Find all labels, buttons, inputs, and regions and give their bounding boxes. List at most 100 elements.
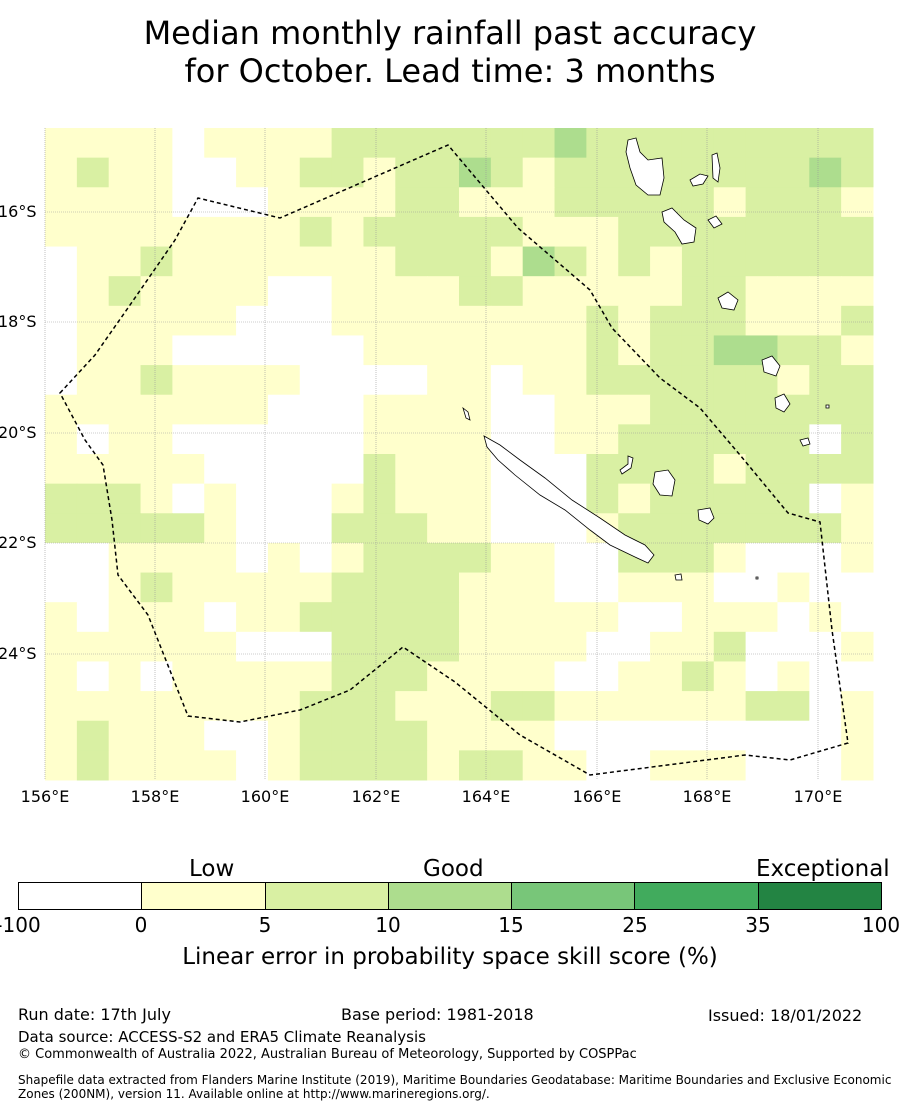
shapefile-credit-line-2: Zones (200NM), version 11. Available onl… xyxy=(18,1087,490,1101)
grid-cell xyxy=(331,276,364,307)
eez-boundary xyxy=(59,144,849,776)
grid-cell xyxy=(172,454,205,485)
grid-cell xyxy=(299,661,333,692)
grid-cell xyxy=(459,483,492,514)
grid-cell xyxy=(586,216,619,248)
grid-cell xyxy=(108,365,142,396)
grid-cell xyxy=(204,572,237,603)
grid-cell xyxy=(713,454,747,485)
grid-cell xyxy=(745,513,778,544)
grid-cell xyxy=(618,424,651,455)
grid-cell xyxy=(427,187,460,218)
grid-cell xyxy=(140,631,173,662)
grid-cell xyxy=(745,691,778,722)
grid-cell xyxy=(267,483,301,514)
grid-cell xyxy=(236,572,269,603)
grid-cell xyxy=(586,720,619,751)
grid-cell xyxy=(331,424,364,455)
grid-cell xyxy=(459,454,492,485)
colorbar-segment xyxy=(388,883,513,909)
grid-cell xyxy=(299,276,333,307)
grid-cell xyxy=(395,750,428,781)
grid-cell xyxy=(299,483,333,514)
grid-cell xyxy=(681,424,715,455)
grid-cell xyxy=(618,365,651,396)
grid-cell xyxy=(650,513,683,544)
grid-cell xyxy=(586,483,619,514)
grid-cell xyxy=(586,335,619,366)
grid-cell xyxy=(522,157,556,188)
grid-cell xyxy=(108,187,142,218)
grid-cell xyxy=(522,187,556,218)
grid-cell xyxy=(140,424,173,455)
lon-label-162e: 162°E xyxy=(351,787,401,806)
grid-cell xyxy=(363,365,396,396)
grid-cell xyxy=(363,187,396,218)
grid-cell xyxy=(459,157,492,188)
grid-cell xyxy=(45,246,78,277)
grid-cell xyxy=(395,661,428,692)
grid-cell xyxy=(236,246,269,277)
colorbar-segment xyxy=(758,883,881,909)
grid-cell xyxy=(267,365,301,396)
grid-cell xyxy=(490,216,524,248)
grid-cell xyxy=(554,216,587,248)
grid-cell xyxy=(586,454,619,485)
rainfall-accuracy-map xyxy=(44,128,874,781)
grid-cell xyxy=(681,750,715,781)
grid-cell xyxy=(681,128,715,159)
grid-cell xyxy=(522,365,556,396)
grid-cell xyxy=(140,128,173,159)
grid-cell xyxy=(108,276,142,307)
grid-cell xyxy=(809,335,842,366)
grid-cell xyxy=(777,305,810,336)
grid-cell xyxy=(45,394,78,425)
grid-cell xyxy=(522,602,556,633)
grid-cell xyxy=(267,335,301,366)
grid-cell xyxy=(490,276,524,307)
grid-cell xyxy=(490,750,524,781)
grid-cell xyxy=(777,661,810,692)
grid-cell xyxy=(395,572,428,603)
grid-cell xyxy=(108,305,142,336)
hunter-island xyxy=(755,576,759,580)
grid-cell xyxy=(427,365,460,396)
grid-cell xyxy=(713,602,747,633)
grid-cell xyxy=(236,513,269,544)
grid-cell xyxy=(490,365,524,396)
grid-cell xyxy=(204,424,237,455)
grid-cell xyxy=(204,305,237,336)
grid-cell xyxy=(809,720,842,751)
grid-cell xyxy=(76,128,110,159)
grid-cell xyxy=(554,631,587,662)
grid-cell xyxy=(745,483,778,514)
grid-cell xyxy=(204,750,237,781)
grid-cell xyxy=(363,542,396,574)
grid-cell xyxy=(427,305,460,336)
grid-cell xyxy=(236,276,269,307)
grid-cell xyxy=(299,335,333,366)
grid-cell xyxy=(76,187,110,218)
base-period: Base period: 1981-2018 xyxy=(341,1005,534,1024)
efate-island xyxy=(717,291,739,311)
grid-cell xyxy=(681,305,715,336)
grid-cell xyxy=(777,631,810,662)
grid-cell xyxy=(554,602,587,633)
grid-cell xyxy=(363,157,396,188)
grid-cell xyxy=(809,750,842,781)
grid-cell xyxy=(140,513,173,544)
grid-cell xyxy=(299,602,333,633)
grid-cell xyxy=(841,661,874,692)
grid-cell xyxy=(459,246,492,277)
grid-cell xyxy=(331,750,364,781)
grid-cell xyxy=(331,454,364,485)
grid-cell xyxy=(395,424,428,455)
grid-cell xyxy=(459,572,492,603)
grid-cell xyxy=(236,335,269,366)
lifou-island xyxy=(652,469,676,497)
grid-cell xyxy=(427,602,460,633)
grid-cell xyxy=(331,572,364,603)
grid-cell xyxy=(522,720,556,751)
grid-cell xyxy=(236,157,269,188)
grid-cell xyxy=(299,542,333,574)
